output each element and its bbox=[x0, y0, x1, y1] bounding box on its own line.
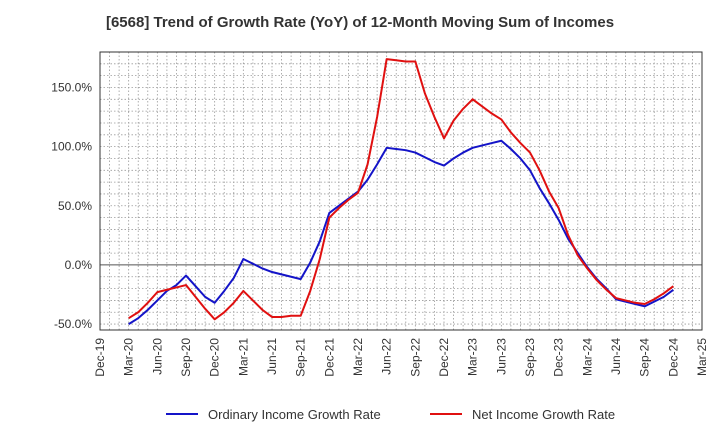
x-tick-label: Dec-23 bbox=[552, 338, 566, 377]
x-tick-label: Jun-24 bbox=[609, 338, 623, 375]
chart-title: [6568] Trend of Growth Rate (YoY) of 12-… bbox=[105, 14, 615, 31]
x-tick-label: Mar-22 bbox=[351, 338, 365, 376]
series-line-net-income bbox=[128, 58, 674, 321]
x-tick-label: Jun-23 bbox=[494, 338, 508, 375]
x-tick-label: Dec-24 bbox=[666, 338, 680, 377]
x-tick-label: Jun-20 bbox=[150, 338, 164, 375]
x-tick-label: Sep-21 bbox=[294, 338, 308, 377]
x-tick-label: Sep-23 bbox=[523, 338, 537, 377]
legend-label-net-income: Net Income Growth Rate bbox=[472, 407, 615, 422]
y-tick-label: 150.0% bbox=[51, 80, 92, 94]
y-tick-label: -50.0% bbox=[54, 317, 92, 331]
x-tick-label: Sep-22 bbox=[408, 338, 422, 377]
y-tick-label: 100.0% bbox=[51, 140, 92, 154]
x-tick-label: Jun-22 bbox=[380, 338, 394, 375]
x-tick-label: Mar-25 bbox=[695, 338, 709, 376]
x-tick-label: Sep-24 bbox=[638, 338, 652, 377]
y-tick-label: 50.0% bbox=[58, 199, 92, 213]
x-tick-label: Mar-20 bbox=[122, 338, 136, 376]
series-line-ordinary-income bbox=[128, 139, 674, 325]
x-tick-label: Dec-21 bbox=[322, 338, 336, 377]
x-tick-label: Mar-21 bbox=[236, 338, 250, 376]
x-tick-label: Mar-24 bbox=[580, 338, 594, 376]
x-tick-label: Mar-23 bbox=[466, 338, 480, 376]
x-tick-label: Jun-21 bbox=[265, 338, 279, 375]
x-tick-label: Dec-20 bbox=[208, 338, 222, 377]
x-tick-label: Sep-20 bbox=[179, 338, 193, 377]
x-tick-label: Dec-22 bbox=[437, 338, 451, 377]
y-tick-label: 0.0% bbox=[65, 258, 93, 272]
legend-label-ordinary-income: Ordinary Income Growth Rate bbox=[208, 407, 381, 422]
plot-frame bbox=[99, 51, 703, 331]
x-tick-label: Dec-19 bbox=[93, 338, 107, 377]
